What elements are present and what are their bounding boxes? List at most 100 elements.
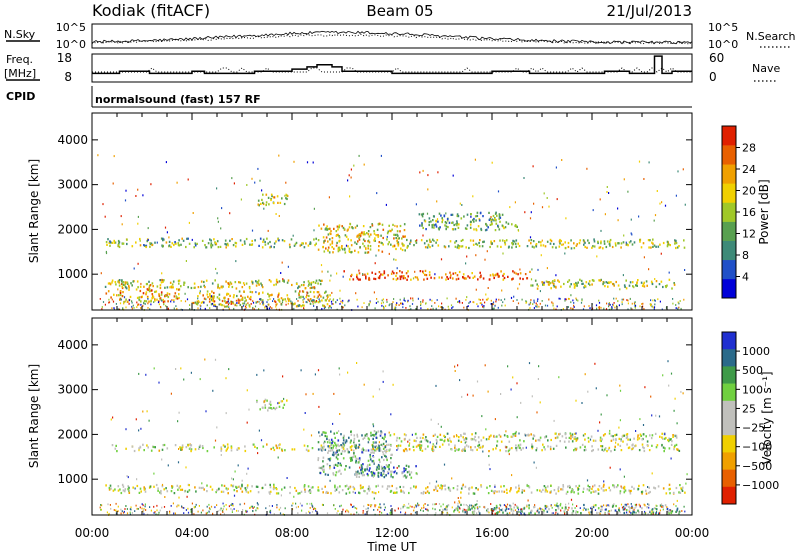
heatmap-cell [303,304,305,307]
heatmap-cell [527,433,530,436]
heatmap-cell [450,274,452,277]
heatmap-speckle [300,369,302,372]
heatmap-cell [664,285,667,288]
heatmap-cell [558,280,560,283]
heatmap-speckle [340,464,342,467]
heatmap-floor-cell [252,510,254,513]
heatmap-cell [155,483,158,487]
heatmap-cell [273,483,275,486]
heatmap-cell [406,278,408,281]
heatmap-floor-cell [341,301,344,304]
heatmap-speckle [546,197,548,199]
heatmap-speckle [539,401,541,404]
heatmap-floor-cell [492,303,494,306]
heatmap-cell [358,443,361,446]
heatmap-cell [583,286,585,289]
heatmap-cell [342,447,345,450]
heatmap-speckle [236,302,238,304]
heatmap-cell [156,285,159,288]
heatmap-cell [219,245,222,248]
heatmap-cell [402,235,404,238]
heatmap-speckle [110,418,112,421]
heatmap-speckle [508,453,510,456]
heatmap-cell [111,281,113,284]
heatmap-cell [211,299,213,302]
heatmap-cell [148,280,150,283]
heatmap-cell [362,463,364,466]
heatmap-cell [456,274,459,277]
heatmap-cell [470,438,473,441]
heatmap-speckle [359,466,361,469]
heatmap-cell [493,435,495,438]
heatmap-floor-cell [649,303,651,305]
heatmap-cell [294,243,297,246]
x-tick-label: 04:00 [175,526,210,540]
heatmap-cell [449,271,451,274]
heatmap-cell [226,242,229,245]
heatmap-floor-cell [361,306,363,309]
heatmap-cell [262,238,265,241]
heatmap-speckle [216,272,218,275]
heatmap-cell [299,296,302,299]
heatmap-floor-cell [613,302,615,304]
heatmap-cell [423,242,426,245]
heatmap-cell [571,507,573,510]
heatmap-floor-cell [517,512,519,515]
heatmap-cell [391,270,394,273]
heatmap-cell [207,296,209,299]
heatmap-floor-cell [408,506,410,509]
heatmap-cell [434,445,437,449]
heatmap-cell [427,243,430,246]
heatmap-speckle [507,365,509,368]
heatmap-floor-cell [184,300,187,303]
heatmap-cell [553,279,556,282]
heatmap-floor-cell [516,506,519,509]
heatmap-cell [105,241,108,244]
noise-right-label: N.Search [746,30,796,43]
heatmap-speckle [161,483,164,486]
heatmap-cell [344,441,347,444]
heatmap-floor-cell [99,506,101,509]
heatmap-speckle [582,434,584,437]
heatmap-speckle [373,456,375,458]
heatmap-cell [348,247,351,250]
heatmap-floor-cell [483,506,485,508]
noise-right-tick-top: 10^5 [708,21,738,34]
heatmap-cell [400,489,402,492]
heatmap-floor-cell [618,304,620,307]
heatmap-cell [163,279,165,282]
heatmap-cell [246,484,249,487]
heatmap-cell [330,232,332,236]
heatmap-speckle [318,405,320,408]
heatmap-floor-cell [656,508,658,511]
heatmap-cell [458,247,460,250]
heatmap-cell [334,436,336,439]
heatmap-floor-cell [378,506,380,509]
heatmap-cell [372,459,375,463]
heatmap-floor-cell [655,510,658,513]
heatmap-speckle [376,448,378,451]
heatmap-cell [267,406,270,409]
heatmap-floor-cell [282,299,284,302]
heatmap-speckle [105,252,108,255]
heatmap-cell [343,248,346,251]
heatmap-cell [432,434,435,437]
heatmap-cell [452,272,455,275]
heatmap-cell [331,240,334,243]
heatmap-cell [183,283,185,286]
heatmap-cell [662,446,665,449]
heatmap-cell [518,244,521,248]
heatmap-speckle [121,223,123,226]
heatmap-cell [629,281,632,284]
heatmap-cell [347,449,350,453]
heatmap-cell [334,452,336,455]
heatmap-floor-cell [565,503,567,506]
heatmap-floor-cell [521,298,523,301]
heatmap-cell [349,441,352,444]
heatmap-cell [319,472,322,475]
heatmap-cell [494,490,496,493]
heatmap-cell [140,490,142,493]
heatmap-cell [220,449,222,452]
heatmap-floor-cell [163,506,166,508]
heatmap-floor-cell [292,502,294,505]
